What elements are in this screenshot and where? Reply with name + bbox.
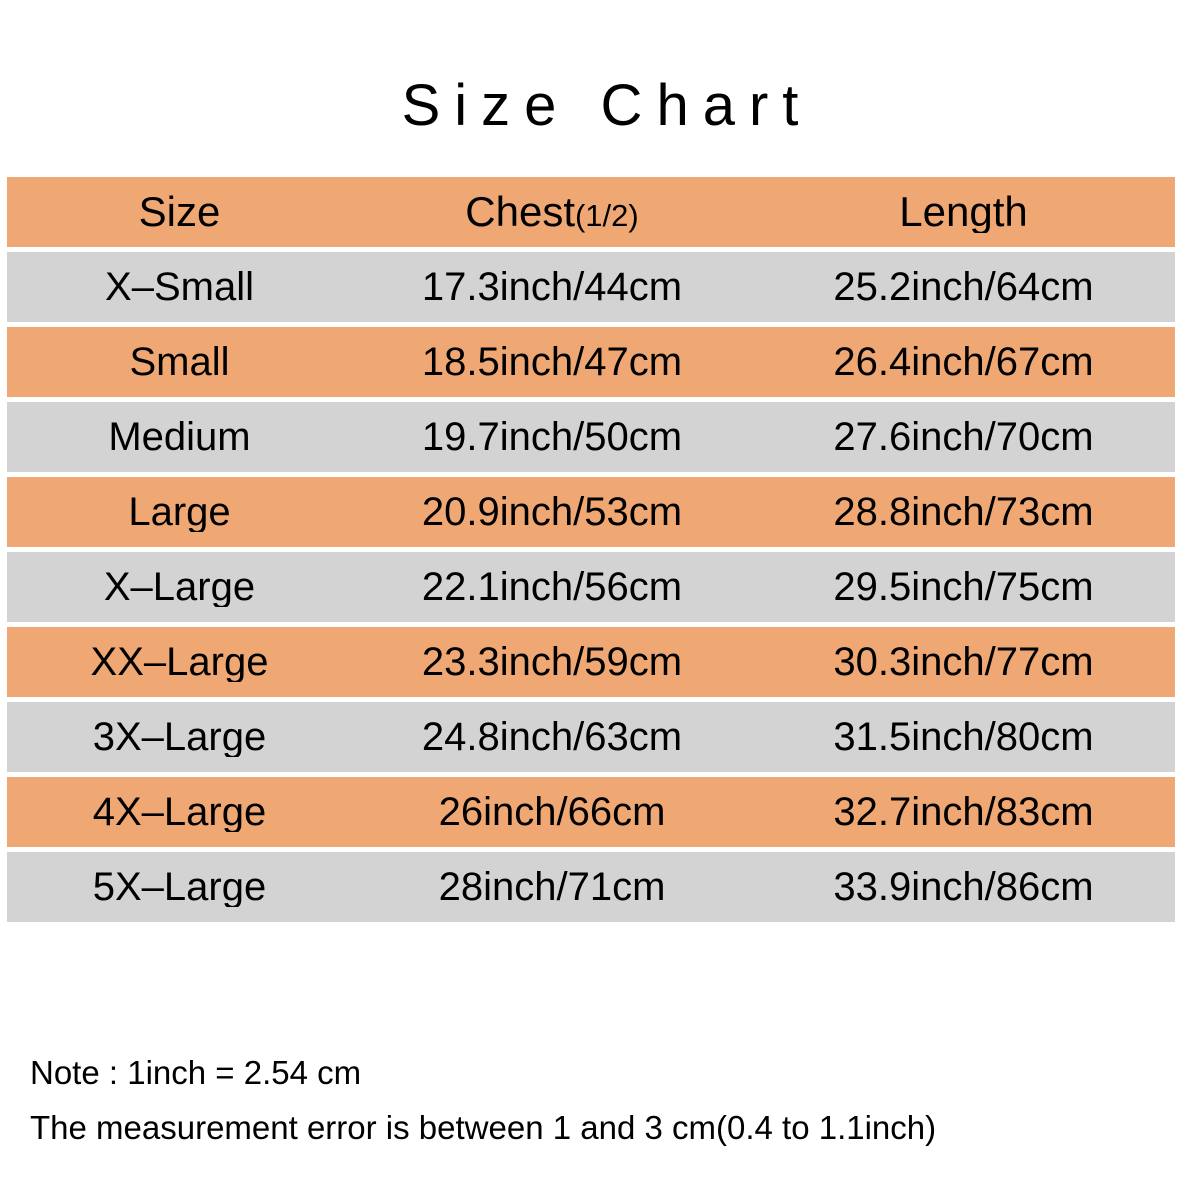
table-header-row: Size Chest(1/2) Length [7,177,1175,247]
cell-chest: 24.8inch/63cm [421,717,683,757]
cell-length: 26.4inch/67cm [833,342,1094,382]
note-measurement-error: The measurement error is between 1 and 3… [30,1109,937,1146]
cell-length: 28.8inch/73cm [833,492,1094,532]
cell-length: 25.2inch/64cm [833,267,1094,307]
table-row: Medium 19.7inch/50cm 27.6inch/70cm [7,402,1175,472]
table-row: X–Large 22.1inch/56cm 29.5inch/75cm [7,552,1175,622]
cell-chest: 23.3inch/59cm [421,642,683,682]
notes-section: Note : 1inch = 2.54 cm The measurement e… [30,1056,1170,1144]
table-row: Large 20.9inch/53cm 28.8inch/73cm [7,477,1175,547]
size-chart-table: Size Chest(1/2) Length X–Small 17.3inch/… [7,177,1175,922]
cell-size: 4X–Large [92,792,267,832]
table-row: 5X–Large 28inch/71cm 33.9inch/86cm [7,852,1175,922]
cell-length: 27.6inch/70cm [833,417,1094,457]
cell-size: 3X–Large [92,717,267,757]
table-row: 4X–Large 26inch/66cm 32.7inch/83cm [7,777,1175,847]
cell-chest: 18.5inch/47cm [421,342,683,382]
cell-chest: 19.7inch/50cm [421,417,683,457]
column-header-chest: Chest(1/2) [352,191,752,233]
cell-size: X–Large [103,567,256,607]
cell-size: Small [129,342,230,382]
cell-chest: 26inch/66cm [438,792,666,832]
cell-size: XX–Large [90,642,269,682]
column-header-length: Length [899,191,1028,233]
cell-size: 5X–Large [92,867,267,907]
table-row: 3X–Large 24.8inch/63cm 31.5inch/80cm [7,702,1175,772]
cell-chest: 17.3inch/44cm [421,267,683,307]
cell-size: Medium [108,417,251,457]
cell-size: Large [128,492,231,532]
cell-length: 33.9inch/86cm [833,867,1094,907]
column-header-chest-label: Chest [465,191,575,233]
table-row: XX–Large 23.3inch/59cm 30.3inch/77cm [7,627,1175,697]
cell-chest: 22.1inch/56cm [421,567,683,607]
note-conversion: Note : 1inch = 2.54 cm [30,1054,362,1091]
cell-length: 29.5inch/75cm [833,567,1094,607]
cell-chest: 20.9inch/53cm [421,492,683,532]
table-row: X–Small 17.3inch/44cm 25.2inch/64cm [7,252,1175,322]
cell-length: 31.5inch/80cm [833,717,1094,757]
cell-chest: 28inch/71cm [438,867,666,907]
table-row: Small 18.5inch/47cm 26.4inch/67cm [7,327,1175,397]
cell-length: 30.3inch/77cm [833,642,1094,682]
page-title: Size Chart [401,73,813,138]
column-header-size: Size [138,191,221,233]
cell-size: X–Small [105,267,254,307]
cell-length: 32.7inch/83cm [833,792,1094,832]
column-header-chest-fraction: (1/2) [574,198,639,233]
